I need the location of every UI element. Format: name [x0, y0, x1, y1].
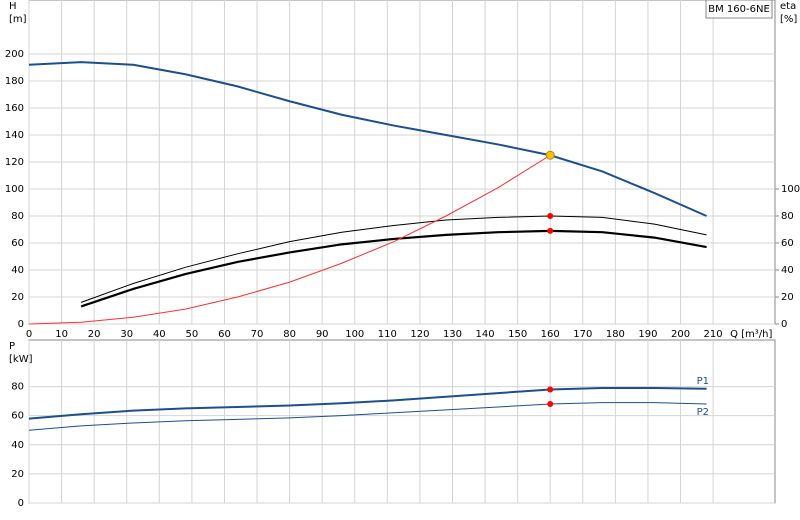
series-line: [28, 154, 551, 325]
y2-tick-label: 60: [781, 238, 794, 249]
x-tick-label: 50: [186, 329, 199, 340]
x-tick-label: 180: [606, 329, 625, 340]
y-tick-label: 0: [18, 319, 24, 330]
x-tick-label: 140: [476, 329, 495, 340]
y-tick-label: 20: [11, 469, 24, 480]
x-tick-label: 60: [218, 329, 231, 340]
series-line: [28, 61, 707, 217]
series-label: P2: [697, 407, 709, 418]
x-tick-label: 170: [573, 329, 592, 340]
series-line: [80, 229, 707, 308]
y-tick-label: 40: [11, 440, 24, 451]
y-axis-label: [m]: [9, 14, 27, 25]
y-tick-label: 180: [5, 76, 24, 87]
x-tick-label: 100: [345, 329, 364, 340]
y-tick-label: 80: [11, 211, 24, 222]
x-tick-label: 210: [704, 329, 723, 340]
title-box: [705, 0, 773, 19]
x-axis-label: Q [m³/h]: [730, 329, 772, 340]
y2-tick-label: 20: [781, 292, 794, 303]
operating-point: [545, 150, 555, 160]
y2-tick-label: 40: [781, 265, 794, 276]
operating-point: [547, 213, 554, 219]
x-tick-label: 200: [671, 329, 690, 340]
y2-axis-label: [%]: [780, 14, 797, 25]
x-tick-label: 120: [410, 329, 429, 340]
series-line: [80, 215, 707, 303]
y2-axis-label: eta: [780, 1, 796, 12]
x-tick-label: 70: [251, 329, 264, 340]
operating-point: [547, 227, 554, 234]
x-tick-label: 130: [443, 329, 462, 340]
y-axis-label: H: [9, 1, 17, 12]
x-tick-label: 0: [26, 329, 32, 340]
x-tick-label: 90: [316, 329, 329, 340]
series-line: [28, 402, 707, 431]
x-tick-label: 30: [120, 329, 133, 340]
y-tick-label: 0: [18, 498, 24, 509]
y-tick-label: 40: [11, 265, 24, 276]
y-axis-label: [kW]: [9, 354, 33, 365]
y-tick-label: 160: [5, 103, 24, 114]
x-tick-label: 10: [55, 329, 68, 340]
operating-point: [547, 386, 554, 393]
x-tick-label: 110: [378, 329, 397, 340]
x-tick-label: 40: [153, 329, 166, 340]
y-tick-label: 80: [11, 382, 24, 393]
y-tick-label: 100: [5, 184, 24, 195]
series-line: [28, 387, 707, 420]
y2-tick-label: 80: [781, 211, 794, 222]
x-tick-label: 20: [88, 329, 101, 340]
x-tick-label: 160: [541, 329, 560, 340]
y-tick-label: 60: [11, 238, 24, 249]
x-tick-label: 80: [283, 329, 296, 340]
operating-point: [547, 401, 554, 408]
x-tick-label: 150: [508, 329, 527, 340]
y-tick-label: 140: [5, 130, 24, 141]
chart-title: BM 160-6NE: [708, 4, 770, 15]
x-tick-label: 190: [638, 329, 657, 340]
y-tick-label: 60: [11, 411, 24, 422]
y-axis-label: P: [9, 341, 15, 352]
plot-area: [28, 339, 776, 504]
y-tick-label: 120: [5, 157, 24, 168]
y2-tick-label: 100: [781, 184, 800, 195]
y2-tick-label: 0: [781, 319, 787, 330]
y-tick-label: 20: [11, 292, 24, 303]
series-label: P1: [697, 376, 709, 387]
y-tick-label: 200: [5, 49, 24, 60]
